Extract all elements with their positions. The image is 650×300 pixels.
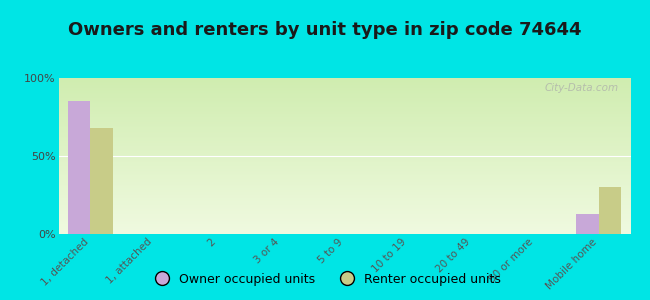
Bar (599, 187, 621, 234)
Legend: Owner occupied units, Renter occupied units: Owner occupied units, Renter occupied un… (144, 268, 506, 291)
Text: Owners and renters by unit type in zip code 74644: Owners and renters by unit type in zip c… (68, 21, 582, 39)
Text: City-Data.com: City-Data.com (545, 83, 619, 93)
Bar (90, 128, 112, 234)
Bar (577, 214, 599, 234)
Bar (68, 101, 90, 234)
